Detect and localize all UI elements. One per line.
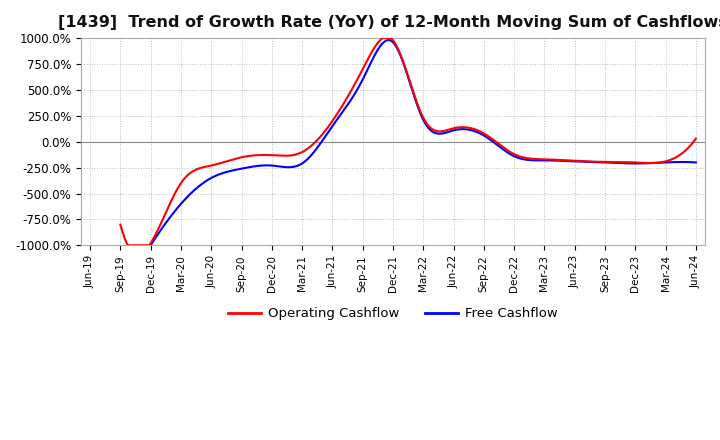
Legend: Operating Cashflow, Free Cashflow: Operating Cashflow, Free Cashflow [223,302,563,326]
Title: [1439]  Trend of Growth Rate (YoY) of 12-Month Moving Sum of Cashflows: [1439] Trend of Growth Rate (YoY) of 12-… [58,15,720,30]
